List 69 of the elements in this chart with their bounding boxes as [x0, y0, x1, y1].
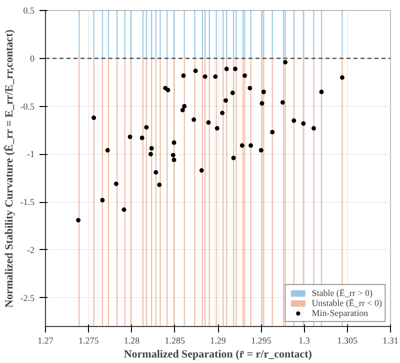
point: [182, 104, 187, 109]
legend-label: Unstable (Ē_rr < 0): [312, 298, 382, 308]
point: [100, 198, 105, 202]
y-tick-label: 0: [30, 53, 35, 64]
y-tick-label: -0.5: [20, 101, 35, 112]
point: [230, 90, 235, 96]
point: [192, 117, 196, 122]
x-tick-label: 1.295: [251, 336, 272, 346]
point: [213, 74, 218, 79]
x-tick-label: 1.285: [164, 336, 186, 346]
point: [240, 143, 244, 148]
point: [233, 66, 238, 72]
point: [157, 182, 162, 188]
point: [224, 98, 228, 103]
y-tick-label: -1: [27, 149, 35, 160]
point: [292, 118, 296, 123]
point: [248, 86, 252, 90]
x-axis-title: Normalized Separation (r̄ = r/r_contact): [124, 348, 312, 360]
point: [199, 168, 204, 173]
legend-label: Stable (Ē_rr > 0): [312, 288, 372, 298]
y-tick-label: -2.5: [20, 292, 35, 303]
y-tick-label: -2: [27, 244, 35, 255]
point: [231, 156, 236, 160]
point: [311, 126, 316, 131]
point: [220, 110, 225, 116]
point: [76, 218, 81, 222]
point: [261, 90, 266, 94]
point: [180, 108, 185, 112]
point: [105, 148, 110, 153]
point: [258, 148, 264, 153]
point: [206, 120, 211, 125]
x-tick-label: 1.275: [78, 336, 100, 346]
point: [319, 90, 324, 94]
point: [144, 125, 149, 130]
y-tick-label: 0.5: [23, 6, 35, 16]
point: [128, 134, 132, 140]
point: [92, 116, 96, 120]
x-tick-label: 1.3: [298, 336, 310, 346]
point: [224, 66, 229, 72]
point: [301, 121, 306, 126]
x-tick-label: 1.28: [124, 336, 140, 346]
point: [154, 170, 158, 175]
point: [172, 140, 176, 145]
point: [248, 143, 254, 148]
point: [149, 146, 154, 151]
point: [122, 207, 126, 212]
point: [170, 152, 176, 158]
x-tick-label: 1.31: [382, 336, 398, 346]
x-tick-label: 1.305: [337, 336, 358, 346]
point: [242, 73, 247, 78]
point: [340, 75, 344, 80]
x-tick-label: 1.29: [210, 336, 226, 346]
point: [260, 101, 264, 106]
y-axis-title: Normalized Stability Curvature (Ē_rr = E_rr/E_rr,contact): [3, 29, 16, 308]
x-tick-label: 1.27: [38, 336, 54, 346]
point: [181, 73, 186, 78]
point: [283, 60, 288, 64]
point: [280, 100, 285, 105]
legend-label: Min-Separation: [312, 308, 368, 318]
point: [148, 152, 153, 156]
point: [140, 136, 144, 140]
point: [114, 182, 118, 186]
point: [270, 130, 275, 134]
y-tick-label: -1.5: [20, 197, 35, 208]
point: [172, 158, 176, 162]
point: [166, 88, 170, 92]
point: [193, 68, 198, 74]
point: [202, 74, 208, 79]
point: [214, 126, 220, 131]
